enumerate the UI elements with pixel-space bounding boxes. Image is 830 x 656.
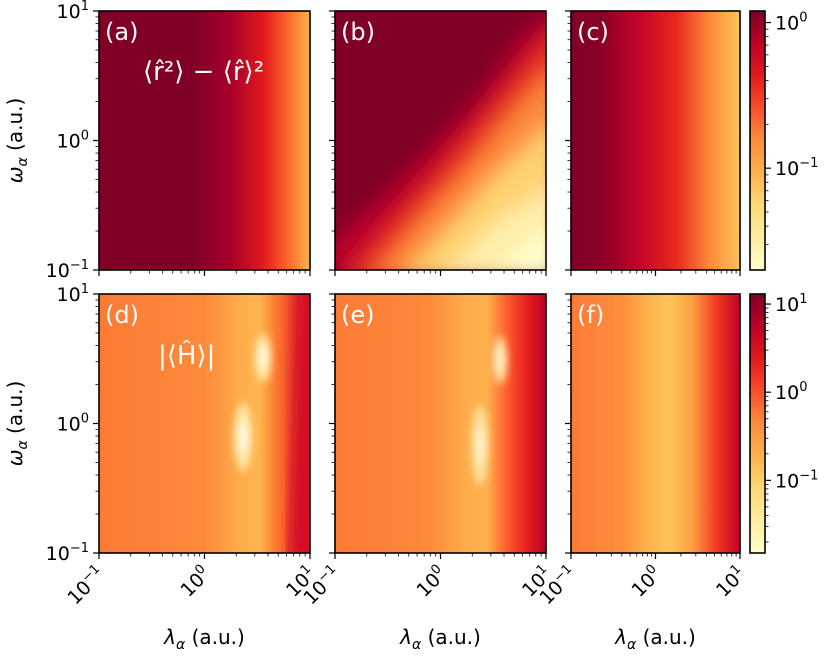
colorbar-variance-ticks: 100 10−1 — [765, 11, 818, 245]
panel-e: (e) — [334, 293, 547, 554]
colorbar-energy-ticks: 101 100 10−1 — [765, 292, 818, 543]
panel-label-e: (e) — [341, 301, 375, 329]
colorbar-energy-fill — [750, 294, 765, 553]
colorbar-variance-frame — [749, 10, 766, 271]
panel-label-f: (f) — [577, 301, 604, 329]
x-axis-label: λα (a.u.) — [614, 625, 696, 653]
y-tick-label: 10−1 — [46, 258, 89, 282]
y-tick-label: 101 — [57, 0, 89, 23]
heatmap-d — [99, 294, 310, 553]
colorbar-tick-label: 10−1 — [775, 156, 818, 180]
colorbar-variance-fill — [750, 11, 765, 270]
panel-d: (d) |⟨Ĥ⟩| — [98, 293, 311, 554]
x-tick-label: 10−1 — [62, 562, 110, 610]
x-axis-label: λα (a.u.) — [163, 625, 245, 653]
y-tick-label: 100 — [57, 412, 89, 436]
colorbar-tick-label: 100 — [775, 11, 807, 35]
heatmap-f — [571, 294, 740, 553]
y-tick-label: 101 — [57, 282, 89, 306]
panel-a: (a) ⟨r̂²⟩ − ⟨r̂⟩² — [98, 10, 311, 271]
panel-label-c: (c) — [577, 18, 609, 46]
quantity-label-variance: ⟨r̂²⟩ − ⟨r̂⟩² — [143, 57, 264, 87]
x-tick-label: 100 — [175, 562, 215, 602]
panel-label-b: (b) — [341, 18, 375, 46]
x-tick-label: 100 — [411, 562, 451, 602]
axis-ticks — [93, 10, 741, 559]
panel-label-d: (d) — [105, 301, 139, 329]
panel-b: (b) — [334, 10, 547, 271]
y-tick-label: 100 — [57, 129, 89, 153]
colorbar-tick-label: 100 — [775, 380, 807, 404]
panel-f: (f) — [570, 293, 741, 554]
heatmap-c — [571, 11, 740, 270]
panel-c: (c) — [570, 10, 741, 271]
colorbar-tick-label: 10−1 — [775, 468, 818, 492]
x-tick-label: 101 — [711, 562, 751, 602]
quantity-label-energy: |⟨Ĥ⟩| — [158, 339, 215, 371]
y-tick-label: 10−1 — [46, 541, 89, 565]
heatmap-e — [335, 294, 546, 553]
colorbar-energy-frame — [749, 293, 766, 554]
y-axis-label: ωα (a.u.) — [3, 381, 31, 467]
colorbar-tick-label: 101 — [775, 292, 807, 316]
colorbar-energy: 101 100 10−1 — [749, 292, 818, 554]
heatmap-a — [99, 11, 310, 270]
x-tick-label: 100 — [626, 562, 666, 602]
colorbar-variance: 100 10−1 — [749, 10, 818, 271]
y-axis-label: ωα (a.u.) — [3, 98, 31, 184]
x-axis-label: λα (a.u.) — [399, 625, 481, 653]
panel-label-a: (a) — [105, 18, 138, 46]
